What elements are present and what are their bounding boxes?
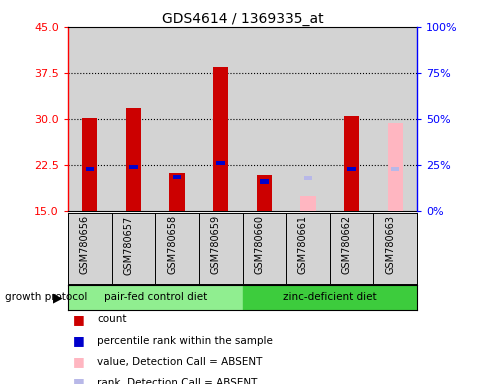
Bar [68, 285, 242, 310]
Bar [387, 123, 402, 211]
Bar [303, 176, 312, 180]
Bar [68, 27, 111, 211]
Bar [125, 108, 141, 211]
Text: rank, Detection Call = ABSENT: rank, Detection Call = ABSENT [97, 378, 257, 384]
Text: pair-fed control diet: pair-fed control diet [104, 292, 206, 303]
Text: growth protocol: growth protocol [5, 292, 87, 303]
Text: GSM780656: GSM780656 [79, 215, 90, 275]
Bar [198, 27, 242, 211]
Bar [286, 27, 329, 211]
Text: GSM780659: GSM780659 [210, 215, 220, 275]
Bar [172, 175, 181, 179]
Bar [373, 27, 416, 211]
Bar [111, 27, 155, 211]
Bar [212, 67, 228, 211]
Bar [242, 285, 416, 310]
Bar [347, 167, 355, 171]
Bar [85, 167, 94, 171]
Text: ▶: ▶ [53, 291, 63, 304]
Text: GSM780660: GSM780660 [254, 215, 264, 274]
Bar [300, 196, 315, 211]
Bar [169, 173, 184, 211]
Text: count: count [97, 314, 126, 324]
Title: GDS4614 / 1369335_at: GDS4614 / 1369335_at [161, 12, 323, 26]
Bar [343, 116, 359, 211]
Bar [129, 165, 137, 169]
Bar [259, 179, 268, 184]
Bar [216, 161, 225, 165]
Bar [242, 27, 286, 211]
Bar [256, 175, 272, 211]
Text: ■: ■ [73, 376, 84, 384]
Text: ■: ■ [73, 355, 84, 368]
Bar [390, 167, 399, 171]
Text: GSM780662: GSM780662 [341, 215, 351, 275]
Bar [155, 27, 198, 211]
Text: GSM780661: GSM780661 [297, 215, 307, 274]
Bar [390, 167, 399, 171]
Bar [329, 27, 373, 211]
Text: ■: ■ [73, 313, 84, 326]
Text: zinc-deficient diet: zinc-deficient diet [282, 292, 376, 303]
Text: value, Detection Call = ABSENT: value, Detection Call = ABSENT [97, 357, 262, 367]
Text: percentile rank within the sample: percentile rank within the sample [97, 336, 272, 346]
Text: GSM780658: GSM780658 [166, 215, 177, 275]
Text: GSM780657: GSM780657 [123, 215, 133, 275]
Bar [82, 118, 97, 211]
Text: GSM780663: GSM780663 [384, 215, 394, 274]
Text: ■: ■ [73, 334, 84, 347]
